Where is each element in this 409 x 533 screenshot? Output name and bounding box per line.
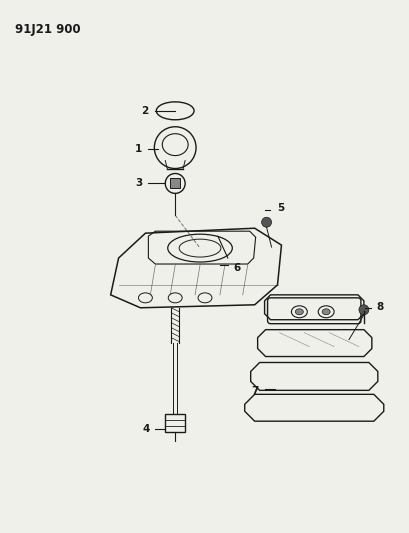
Text: 4: 4 xyxy=(142,424,149,434)
Circle shape xyxy=(359,305,369,315)
Circle shape xyxy=(262,217,272,227)
Ellipse shape xyxy=(295,309,303,315)
Ellipse shape xyxy=(322,309,330,315)
Text: 8: 8 xyxy=(377,302,384,312)
Text: 1: 1 xyxy=(135,143,142,154)
Text: 91J21 900: 91J21 900 xyxy=(15,23,81,36)
Bar xyxy=(165,414,185,432)
Bar xyxy=(170,179,180,188)
Text: 3: 3 xyxy=(135,179,142,189)
Text: 5: 5 xyxy=(277,203,285,213)
Text: 6: 6 xyxy=(234,263,241,273)
Text: 2: 2 xyxy=(141,106,148,116)
Text: 7: 7 xyxy=(251,386,258,397)
